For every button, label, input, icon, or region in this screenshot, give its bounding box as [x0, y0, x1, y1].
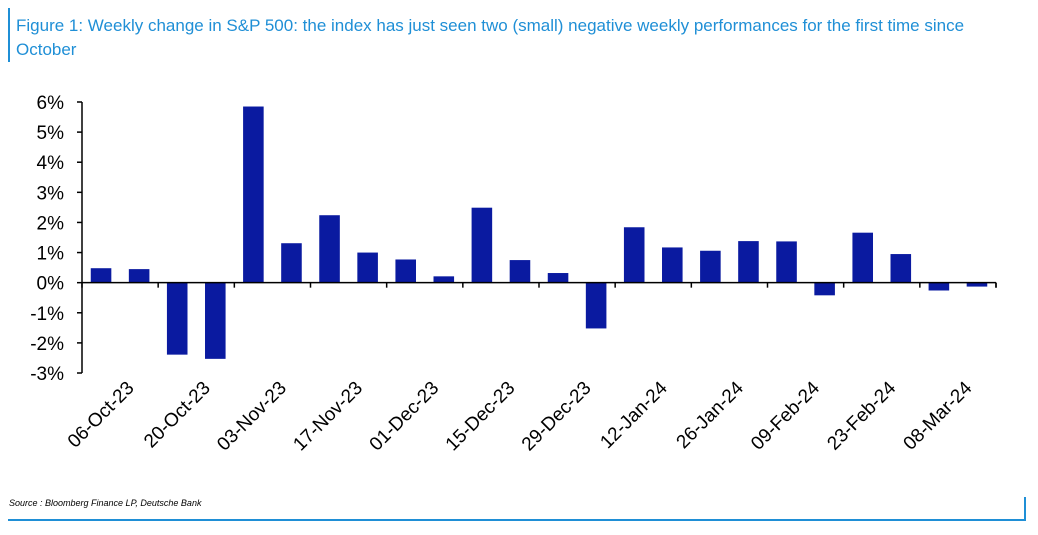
bar	[128, 269, 150, 283]
x-tick-label: 08-Mar-24	[900, 377, 977, 454]
y-tick-label: 5%	[37, 123, 65, 144]
bar	[90, 268, 112, 283]
bar	[814, 282, 835, 296]
y-tick-label: 3%	[37, 183, 65, 204]
x-axis: 06-Oct-23 20-Oct-2303-Nov-2317-Nov-2301-D…	[64, 281, 997, 456]
bar	[776, 241, 797, 283]
y-tick-label: -1%	[30, 304, 64, 325]
y-tick-label: 2%	[37, 213, 65, 234]
bar	[433, 276, 455, 283]
bar	[585, 282, 607, 329]
bar	[357, 252, 378, 283]
y-axis: 6% 5% 4% 3% 2% 1% 0% -1% -2% -3%	[30, 93, 83, 385]
x-tick-label: 09-Feb-24	[747, 377, 824, 454]
x-tick-label: 26-Jan-24	[673, 377, 749, 453]
y-tick-label: 4%	[37, 153, 65, 174]
x-tick-label: 03-Nov-23	[213, 378, 291, 456]
y-tick-label: 0%	[37, 274, 65, 295]
bar	[395, 259, 416, 283]
bar	[281, 243, 302, 283]
x-tick-label: 29-Dec-23	[518, 378, 596, 456]
bar	[243, 106, 264, 283]
bar	[890, 254, 912, 283]
x-tick-label: 15-Dec-23	[442, 378, 520, 456]
y-tick-label: 1%	[37, 244, 65, 265]
x-tick-label: 17-Nov-23	[289, 378, 367, 456]
bar	[509, 260, 531, 283]
x-tick-label: 01-Dec-23	[366, 378, 444, 456]
bar	[319, 215, 340, 283]
bar	[623, 227, 645, 283]
y-tick-label: -2%	[30, 334, 64, 355]
bar	[966, 282, 988, 287]
title-bar: Figure 1: Weekly change in S&P 500: the …	[8, 8, 1030, 62]
x-tick-label: 12-Jan-24	[596, 377, 672, 453]
bar	[471, 207, 493, 283]
bar	[205, 282, 226, 359]
bars	[90, 106, 988, 359]
bar	[166, 282, 188, 355]
bar	[700, 250, 721, 283]
bar	[662, 247, 683, 283]
bar	[547, 273, 569, 283]
source-note: Source : Bloomberg Finance LP, Deutsche …	[9, 498, 202, 508]
x-tick-label: 20-Oct-23	[140, 378, 215, 453]
bar	[852, 232, 873, 283]
bar	[738, 241, 759, 283]
y-tick-label: -3%	[30, 364, 64, 385]
x-tick-label: 23-Feb-24	[823, 377, 900, 454]
chart-title: Figure 1: Weekly change in S&P 500: the …	[16, 16, 965, 59]
x-tick-label: 06-Oct-23	[64, 378, 139, 453]
y-tick-label: 6%	[37, 93, 65, 114]
bar	[928, 282, 950, 291]
source-bar: Source : Bloomberg Finance LP, Deutsche …	[8, 497, 1026, 521]
